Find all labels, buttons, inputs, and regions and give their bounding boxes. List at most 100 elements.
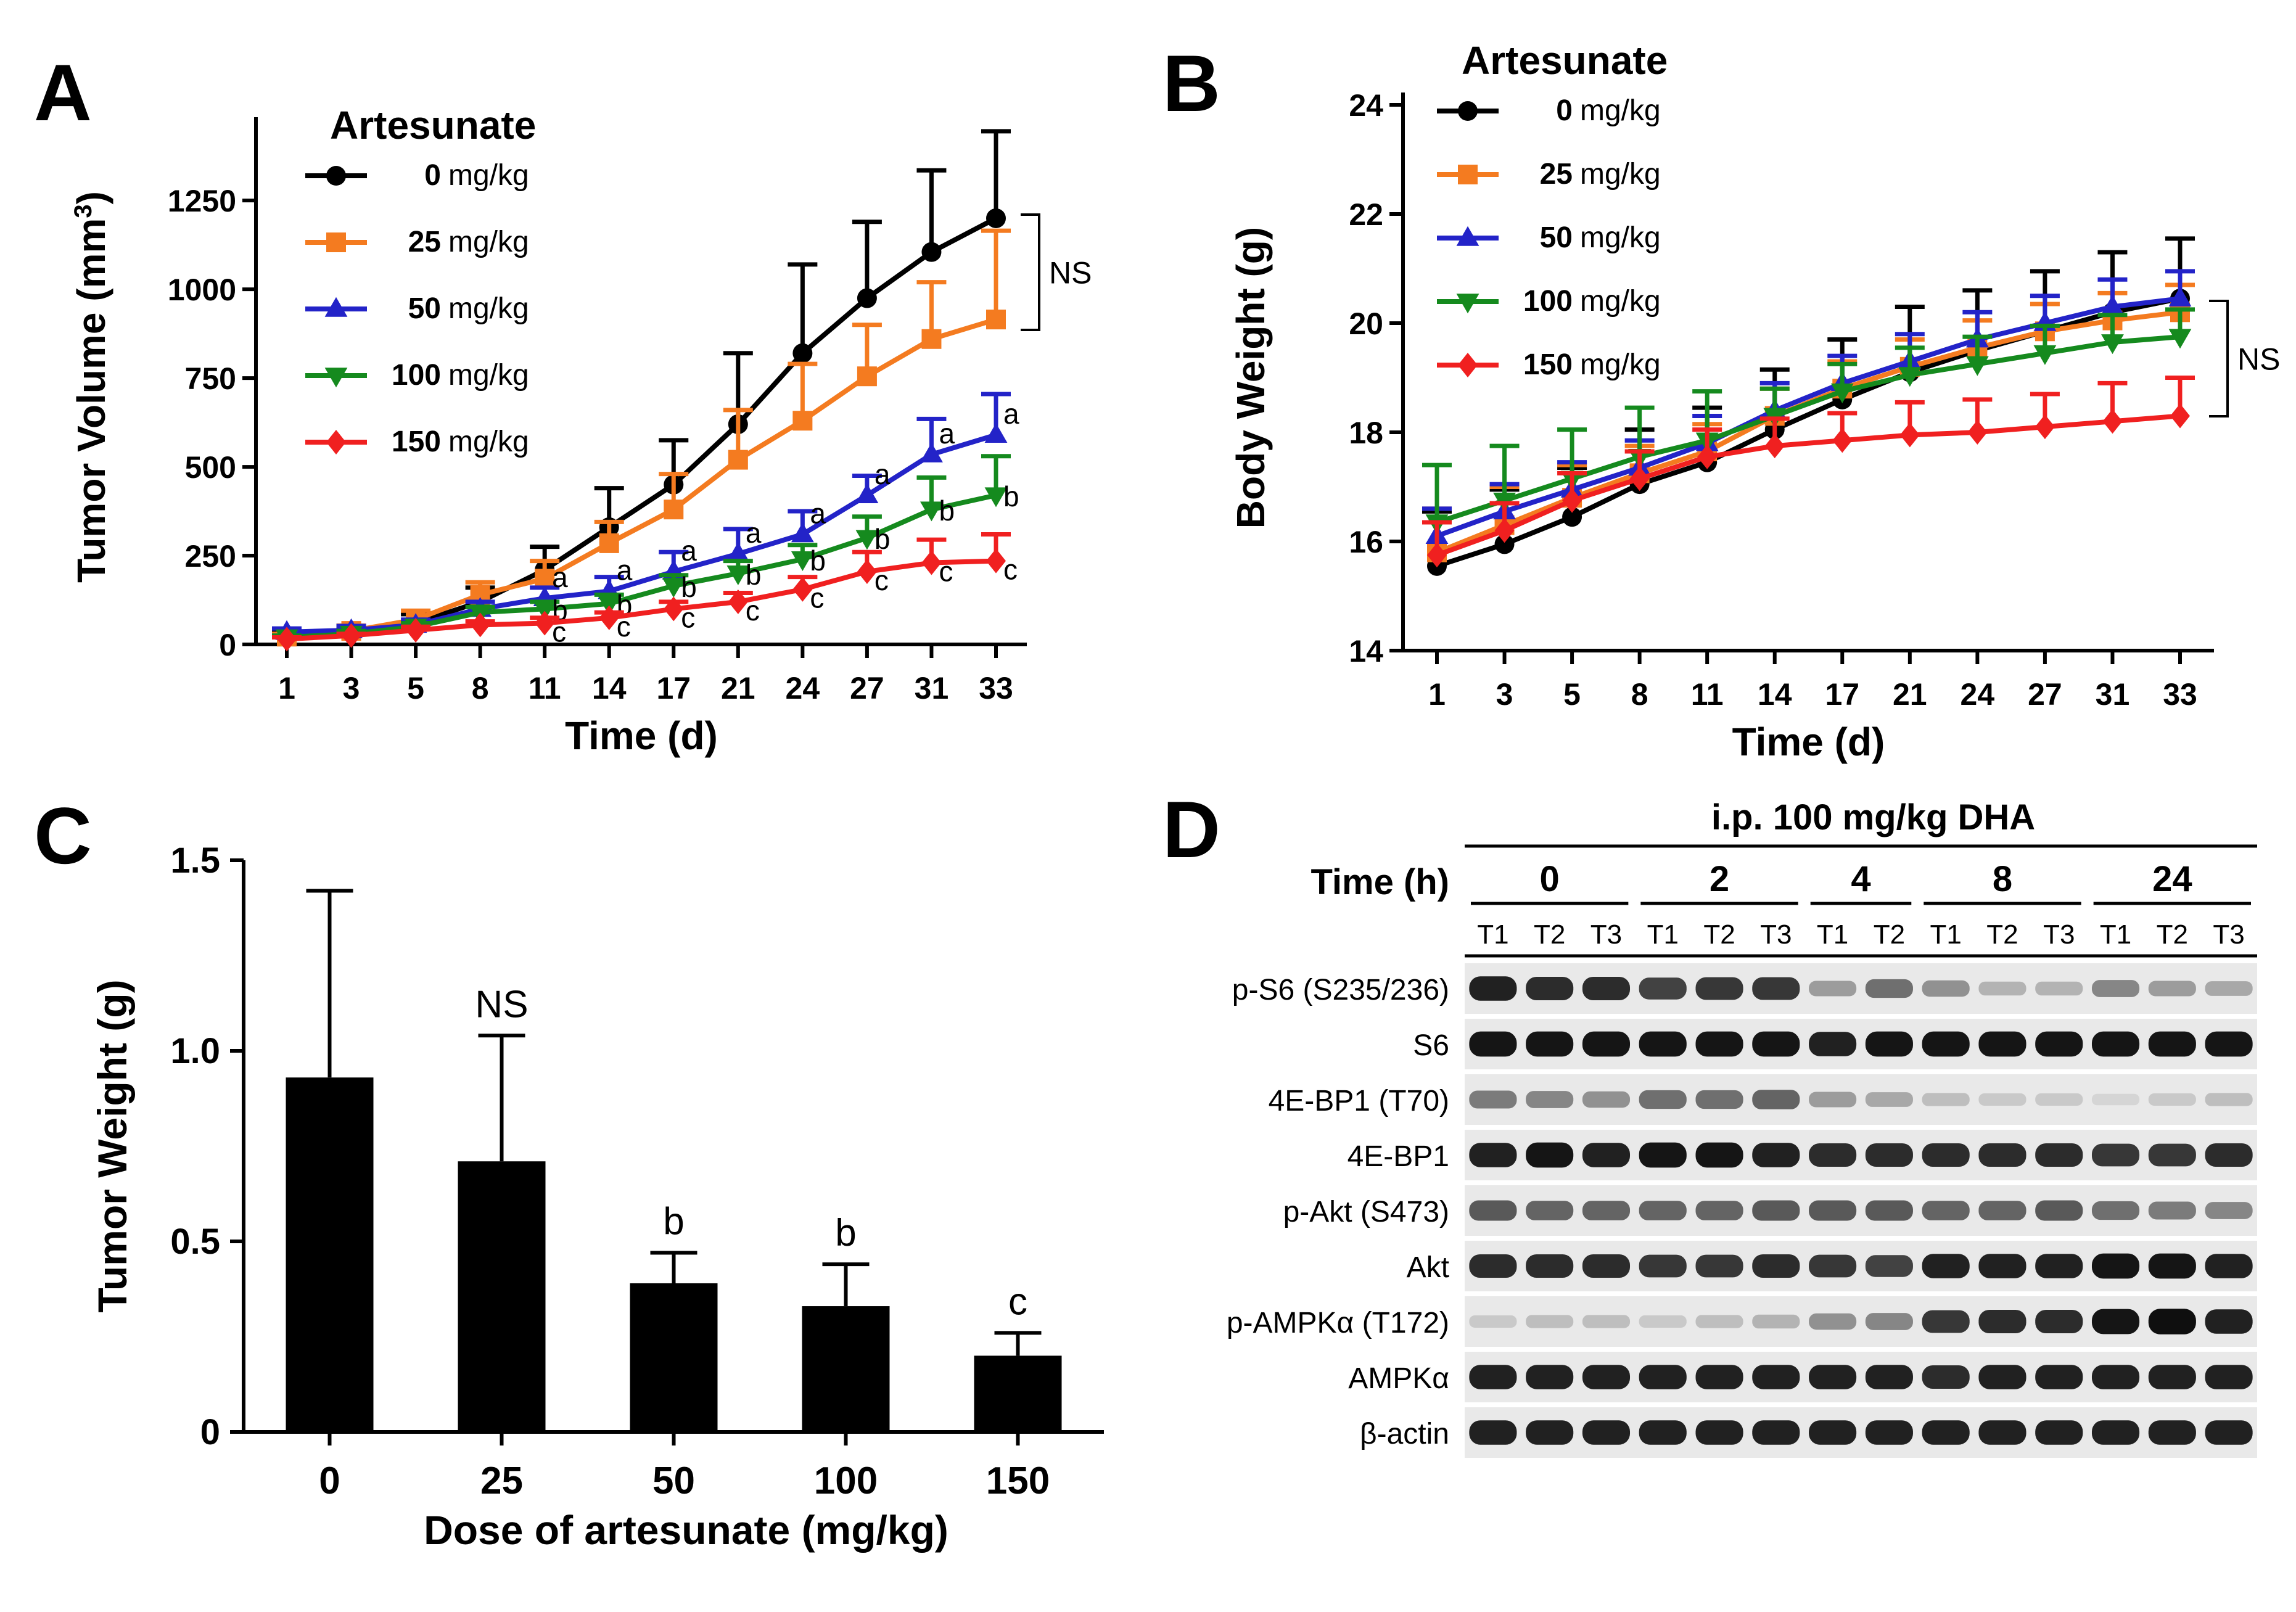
- blot-band: [2035, 1365, 2083, 1389]
- significance-letter: c: [939, 556, 953, 588]
- legend-label-dose: 100: [392, 359, 441, 392]
- data-point: [664, 500, 684, 520]
- panel-letter-b: B: [1162, 38, 1220, 128]
- lane-label: T1: [1930, 919, 1961, 950]
- blot-band: [2035, 1309, 2083, 1334]
- x-tick-label: 11: [529, 671, 561, 705]
- data-point: [986, 310, 1006, 330]
- data-point: [986, 208, 1006, 228]
- timepoint-label: 4: [1851, 859, 1870, 899]
- legend-label-dose: 50: [408, 292, 441, 325]
- blot-row-label: p-Akt (S473): [1283, 1196, 1449, 1228]
- blot-band: [1865, 1313, 1913, 1330]
- blot-band: [2205, 1420, 2253, 1445]
- data-point: [920, 501, 943, 522]
- blot-row: 4E-BP1 (T70): [1269, 1074, 2257, 1125]
- blot-band: [2091, 1309, 2140, 1334]
- data-point: [791, 551, 814, 571]
- bar: [802, 1306, 890, 1432]
- bar-significance-label: b: [663, 1201, 684, 1243]
- legend-label-dose: 0: [1556, 94, 1573, 127]
- x-tick-label: 21: [721, 671, 755, 705]
- blot-row: p-Akt (S473): [1283, 1185, 2257, 1236]
- y-tick-label: 0.5: [170, 1222, 220, 1262]
- series-line: [1436, 334, 2181, 525]
- panel-b-body-weight-chart: 14 16 18 20 22 24 1 3 5 8 11 14 17 21 24 27 31 33 Time (d)…: [1228, 38, 2280, 764]
- significance-letter: c: [681, 601, 695, 633]
- legend-label-dose: 25: [408, 226, 441, 258]
- legend-swatch-marker: [324, 368, 348, 388]
- blot-band: [1752, 977, 1800, 1000]
- significance-letter: c: [617, 611, 631, 643]
- ns-bracket: [2209, 300, 2229, 417]
- blot-band: [1639, 1315, 1687, 1328]
- blot-band: [1752, 1090, 1800, 1109]
- legend-label-dose: 150: [392, 426, 441, 458]
- blot-band: [1978, 1254, 2026, 1278]
- blot-band: [1809, 1420, 1857, 1445]
- blot-band: [1526, 1365, 1574, 1389]
- blot-band: [2148, 981, 2196, 997]
- blot-band: [1809, 1143, 1857, 1167]
- series-150-mg-kg: c c c c c c c c: [272, 532, 1018, 652]
- x-axis-label: Time (d): [565, 713, 718, 758]
- blot-band: [1469, 1200, 1517, 1221]
- blot-band: [2035, 1420, 2083, 1445]
- x-tick-label: 50: [652, 1460, 695, 1502]
- data-point: [599, 605, 619, 630]
- data-point: [2035, 414, 2055, 440]
- data-point: [2101, 334, 2124, 355]
- blot-band: [2205, 1093, 2253, 1106]
- y-tick-label: 750: [185, 361, 236, 396]
- x-tick-label: 17: [656, 671, 691, 705]
- blot-band: [1922, 1254, 1970, 1278]
- data-point: [2170, 403, 2190, 429]
- significance-letter: a: [810, 497, 826, 529]
- blot-band: [1695, 1201, 1743, 1220]
- lane-label: T2: [1874, 919, 1905, 950]
- blot-band: [1978, 1143, 2026, 1167]
- data-point: [728, 450, 748, 470]
- x-tick-label: 14: [592, 671, 627, 705]
- blot-band: [2091, 1253, 2140, 1279]
- x-tick-label: 25: [480, 1460, 523, 1502]
- lane-label: T1: [1647, 919, 1679, 950]
- x-tick-label: 1: [1428, 677, 1446, 712]
- x-axis-label: Time (d): [1732, 720, 1885, 764]
- blot-band: [1469, 1315, 1517, 1328]
- lane-label: T1: [1817, 919, 1848, 950]
- blot-band: [1695, 1254, 1743, 1278]
- data-point: [277, 627, 297, 652]
- blot-band: [1639, 977, 1687, 1000]
- blot-band: [1752, 1200, 1800, 1221]
- blot-band: [1752, 1314, 1800, 1329]
- time-label: Time (h): [1311, 862, 1450, 902]
- blot-band: [2148, 1201, 2196, 1220]
- blot-band: [2205, 1202, 2253, 1219]
- blot-band: [1809, 1092, 1857, 1108]
- y-tick-label: 14: [1349, 634, 1383, 668]
- blot-band: [1922, 1143, 1970, 1167]
- blot-band: [1978, 1420, 2026, 1445]
- legend-swatch-marker: [1456, 226, 1479, 246]
- x-tick-label: 24: [786, 671, 820, 705]
- blot-band: [1639, 1254, 1687, 1278]
- data-point: [921, 329, 942, 349]
- blot-band: [1922, 980, 1970, 997]
- data-point: [857, 288, 877, 308]
- legend-label-unit: mg/kg: [1580, 158, 1661, 191]
- blot-band: [1582, 1254, 1631, 1278]
- lane-label: T3: [1590, 919, 1622, 950]
- data-point: [2168, 329, 2192, 349]
- y-axis-label-close: ): [69, 191, 113, 204]
- data-point: [1562, 507, 1582, 527]
- data-point: [470, 612, 490, 638]
- x-tick-label: 27: [850, 671, 884, 705]
- x-tick-label: 1: [278, 671, 295, 705]
- bar: [286, 1077, 374, 1432]
- significance-letter: b: [681, 571, 697, 603]
- y-tick-label: 24: [1349, 88, 1383, 123]
- blot-band: [1469, 1090, 1517, 1109]
- data-point: [1562, 488, 1582, 513]
- blot-band: [1526, 1315, 1574, 1328]
